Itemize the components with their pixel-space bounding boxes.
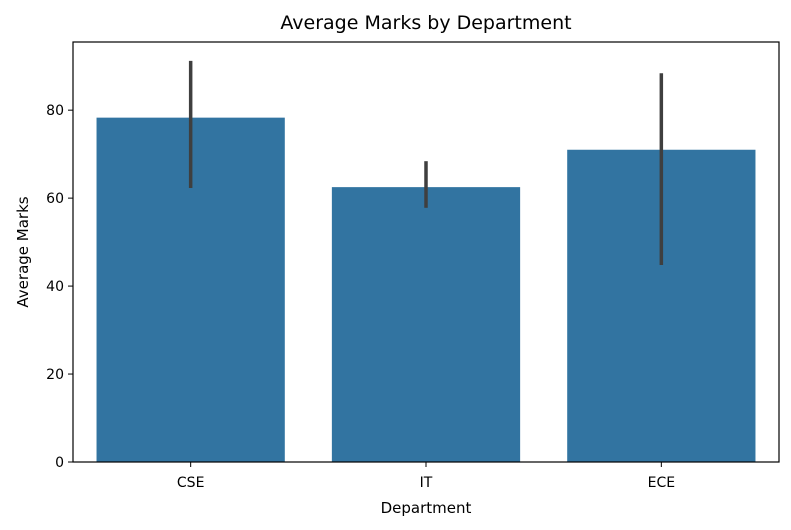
- chart-title: Average Marks by Department: [280, 12, 571, 34]
- axes-frame: [72, 41, 780, 463]
- x-tick-label: ECE: [648, 475, 675, 491]
- y-tick-label: 20: [46, 367, 64, 383]
- x-tick-label: CSE: [177, 475, 205, 491]
- y-tick-label: 80: [46, 103, 64, 119]
- y-axis-label: Average Marks: [14, 196, 32, 307]
- bar-it: [331, 187, 521, 462]
- y-tick-label: 60: [46, 191, 64, 207]
- x-axis-label: Department: [381, 499, 472, 517]
- x-tick-label: IT: [420, 475, 433, 491]
- y-tick-label: 40: [46, 279, 64, 295]
- y-tick-label: 0: [55, 455, 64, 471]
- plot-area: CSE IT ECE 0 20 40 60 80: [46, 60, 756, 491]
